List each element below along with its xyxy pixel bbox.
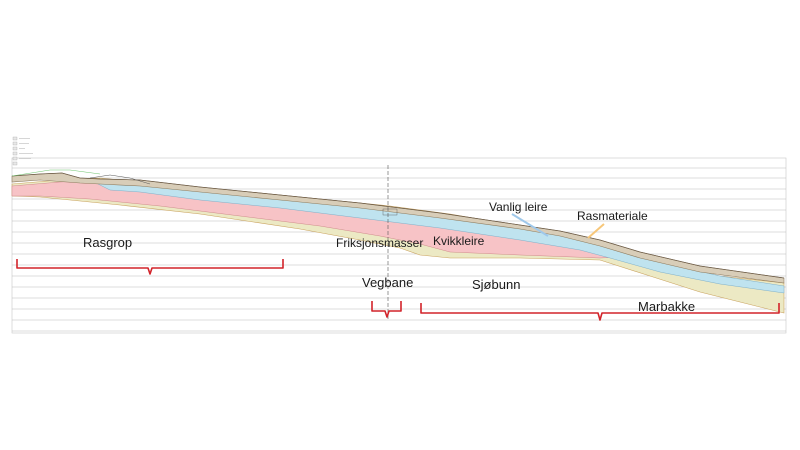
brace-vegbane	[371, 301, 402, 318]
leader-arrows	[511, 213, 605, 239]
legend	[12, 136, 33, 166]
ground-surface-line	[11, 172, 785, 279]
label-rasgrop: Rasgrop	[83, 235, 132, 250]
soil-layers	[11, 169, 785, 314]
strata-line	[89, 174, 151, 185]
brace-rasgrop	[16, 259, 284, 275]
label-vanlig-leire: Vanlig leire	[489, 200, 548, 214]
label-marbakke: Marbakke	[638, 299, 695, 314]
arrow-rasmateriale	[587, 223, 605, 239]
original-terrain-line	[11, 169, 101, 177]
braces	[16, 259, 780, 321]
label-friksjonsmasser: Friksjonsmasser	[336, 236, 423, 250]
label-sjobunn: Sjøbunn	[472, 277, 520, 292]
label-vegbane: Vegbane	[362, 275, 413, 290]
road-centreline	[382, 165, 398, 320]
brace-marbakke	[420, 303, 780, 321]
label-rasmateriale: Rasmateriale	[577, 209, 648, 223]
label-kvikkleire: Kvikkleire	[433, 234, 485, 248]
arrow-vanlig-leire	[511, 213, 549, 237]
